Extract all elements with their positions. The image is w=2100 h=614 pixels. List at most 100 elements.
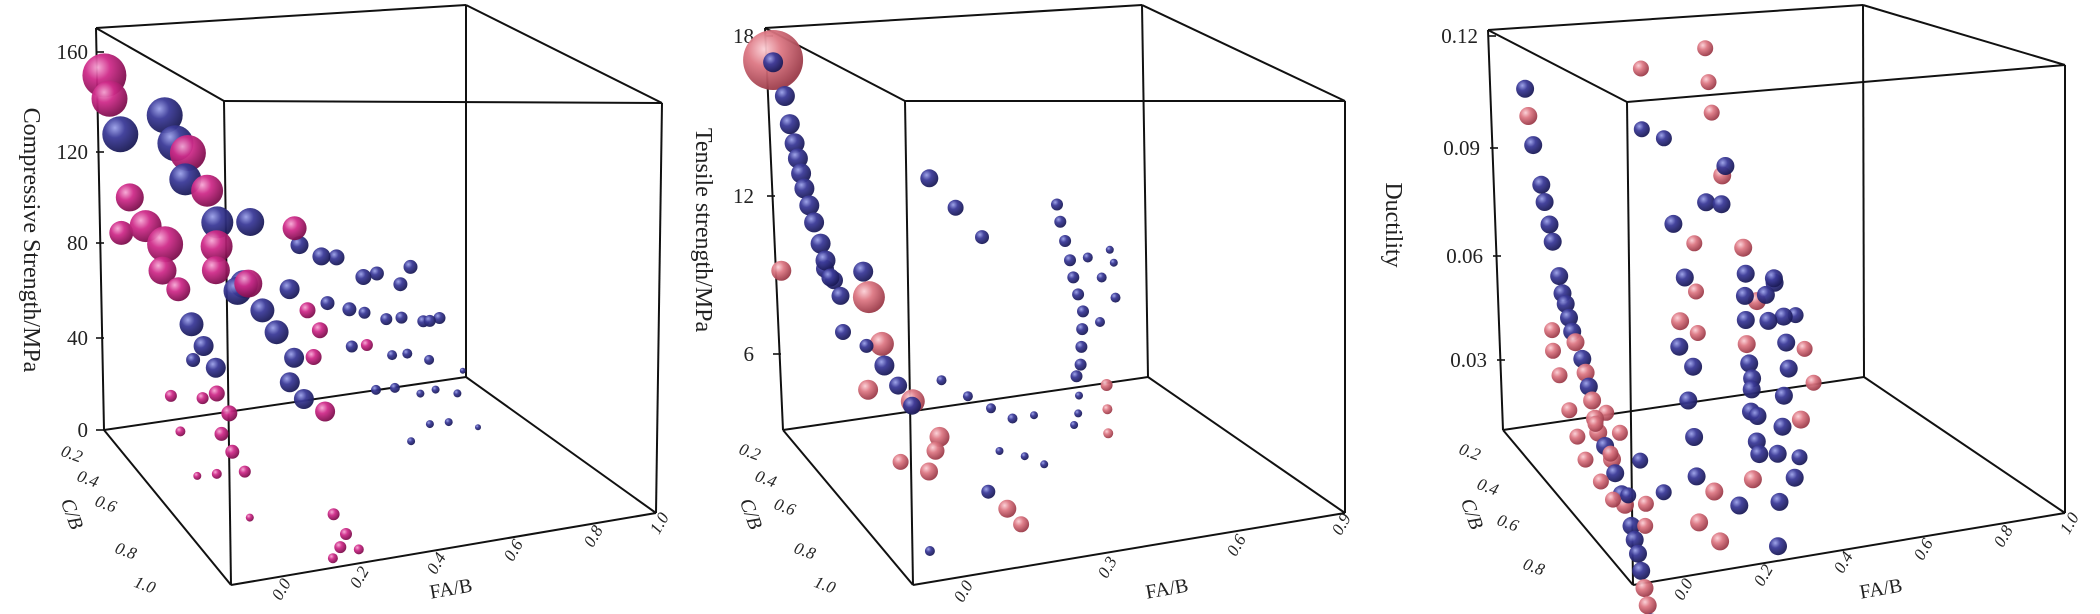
data-point: [214, 426, 229, 441]
data-point: [810, 233, 831, 254]
data-point: [1095, 317, 1105, 327]
data-point: [787, 148, 808, 169]
data-point: [1796, 340, 1813, 357]
data-point: [981, 484, 996, 499]
data-point: [334, 541, 347, 554]
x-tick-label: 0.0: [950, 577, 977, 605]
data-point: [196, 392, 209, 405]
data-point: [874, 355, 895, 376]
points-compressive: [82, 53, 481, 564]
data-point: [1077, 305, 1089, 318]
y-tick-label: 0.2: [1457, 439, 1484, 464]
data-point: [831, 286, 850, 305]
data-point: [869, 331, 894, 356]
data-point: [799, 195, 820, 216]
data-point: [371, 384, 381, 395]
data-point: [1524, 136, 1543, 155]
data-point: [353, 544, 364, 555]
data-point: [238, 465, 251, 478]
data-point: [1785, 468, 1804, 487]
data-point: [1059, 235, 1072, 247]
z-tick-label: 0: [78, 418, 89, 442]
data-point: [1592, 473, 1609, 490]
y-tick-label: 0.4: [75, 466, 102, 491]
data-point: [200, 230, 233, 263]
data-point: [279, 279, 300, 300]
z-axis-title: Compressive Strength/MPa: [18, 108, 44, 373]
data-point: [1770, 492, 1789, 511]
y-tick-label: 0.6: [772, 494, 799, 519]
data-point: [1791, 410, 1810, 429]
x-tick-label: 0.8: [1990, 522, 2017, 550]
z-tick-label: 120: [57, 140, 89, 164]
data-point: [763, 52, 784, 73]
data-point: [360, 339, 373, 351]
data-point: [1716, 157, 1735, 175]
data-point: [327, 553, 338, 564]
data-point: [459, 367, 466, 374]
x-axis-title: FA/B: [1144, 575, 1190, 604]
panel-ductility: 0.12 0.09 0.06 0.03 Ductility 0.2 0.4 0.…: [1380, 4, 2083, 614]
data-point: [395, 311, 408, 324]
data-point: [424, 354, 435, 365]
data-point: [179, 312, 204, 337]
data-point: [345, 340, 358, 353]
data-point: [433, 312, 446, 324]
data-point: [1685, 428, 1704, 446]
data-point: [1051, 198, 1063, 211]
data-point: [1516, 79, 1535, 98]
data-point: [903, 396, 921, 415]
data-point: [91, 80, 128, 117]
z-tick-label: 0.09: [1443, 136, 1480, 160]
data-point: [1583, 391, 1602, 410]
data-point: [1777, 333, 1796, 352]
data-point: [1638, 596, 1657, 614]
data-point: [402, 348, 413, 359]
data-point: [1705, 482, 1724, 501]
data-point: [1671, 312, 1690, 331]
z-axis-title: Tensile strength/MPa: [690, 128, 716, 333]
data-point: [282, 216, 307, 241]
data-point: [1664, 214, 1683, 233]
data-point: [1110, 292, 1121, 303]
data-point: [853, 261, 874, 282]
data-point: [1688, 283, 1704, 300]
data-point: [1764, 269, 1783, 288]
data-point: [355, 269, 372, 285]
y-axis-title: C/B: [735, 496, 766, 533]
data-point: [962, 391, 973, 402]
data-point: [1625, 530, 1644, 549]
data-point: [264, 320, 289, 345]
data-point: [431, 385, 440, 394]
data-point: [1774, 386, 1793, 405]
data-point: [169, 135, 206, 171]
data-point: [225, 444, 240, 459]
data-point: [998, 499, 1017, 518]
data-point: [453, 389, 462, 398]
data-point: [1576, 363, 1595, 382]
data-point: [1684, 357, 1703, 376]
data-point: [1686, 235, 1703, 252]
data-point: [416, 389, 425, 398]
data-point: [1550, 267, 1569, 286]
data-point: [1690, 513, 1709, 532]
data-point: [1748, 407, 1767, 425]
data-point: [305, 349, 322, 365]
z-tick-label: 160: [57, 40, 89, 64]
data-point: [1768, 444, 1787, 463]
data-point: [1637, 495, 1654, 512]
data-point: [1769, 537, 1787, 556]
data-point: [1711, 532, 1730, 551]
y-tick-label: 0.6: [1495, 510, 1522, 535]
data-point: [1560, 308, 1578, 327]
data-point: [293, 389, 314, 409]
data-point: [1730, 496, 1749, 515]
data-point: [328, 249, 345, 266]
data-point: [475, 424, 481, 431]
data-point: [221, 405, 238, 422]
data-point: [284, 347, 305, 368]
data-point: [779, 114, 800, 135]
data-point: [791, 163, 812, 184]
y-tick-label: 0.2: [737, 439, 764, 464]
y-axis-title: C/B: [56, 496, 87, 533]
